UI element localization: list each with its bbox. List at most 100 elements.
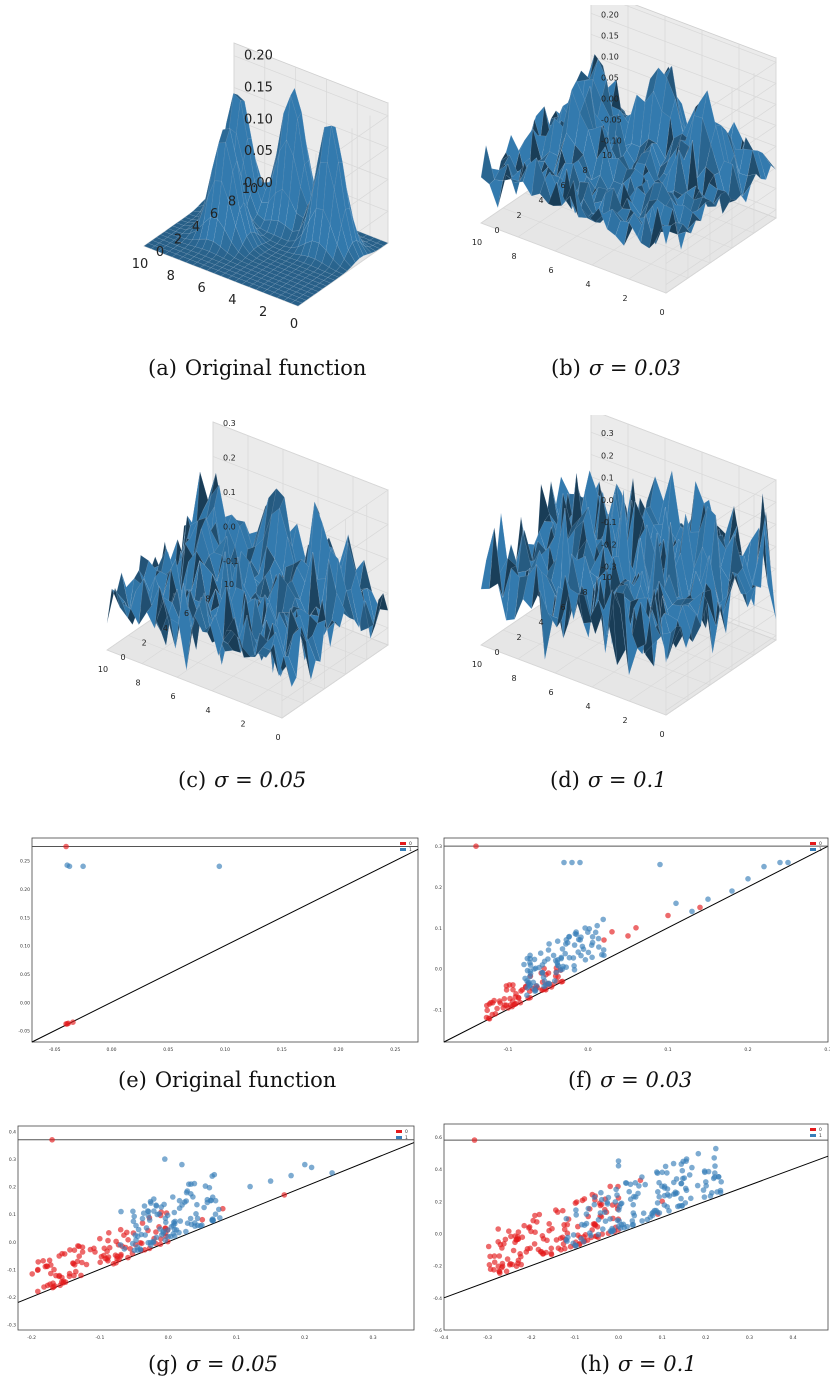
y-tick-label: -0.6: [433, 1328, 442, 1334]
point-series-1: [761, 863, 767, 870]
y-tick-label: -0.3: [7, 1322, 16, 1328]
point-series-1: [615, 1163, 622, 1169]
surface-facet: [344, 249, 356, 268]
point-series-1: [703, 1179, 709, 1185]
x-tick-label: 6: [548, 688, 553, 697]
point-series-0: [66, 1273, 73, 1280]
surface-facet: [566, 90, 581, 146]
point-series-1: [163, 1219, 169, 1226]
point-series-1: [577, 937, 583, 943]
point-series-1: [615, 1158, 622, 1164]
y-tick-label: -0.1: [433, 1007, 442, 1013]
legend-label-1: 1: [409, 847, 412, 853]
point-series-1: [689, 908, 695, 915]
surface-facet: [581, 208, 596, 223]
point-series-1: [616, 1218, 622, 1224]
surface-facet: [290, 300, 303, 307]
point-series-1: [135, 1233, 141, 1240]
z-tick-label: 0.0: [601, 496, 614, 505]
surface-facet: [276, 294, 289, 301]
surface-facet: [164, 251, 177, 258]
point-series-1: [194, 1222, 201, 1229]
surface-facet: [306, 265, 319, 273]
point-series-0: [607, 1183, 613, 1190]
surface-facet: [214, 142, 226, 182]
z-tick-label: 0.05: [601, 73, 619, 82]
point-series-1: [188, 1181, 194, 1187]
surface-facet: [636, 150, 651, 165]
surface-facet: [205, 517, 219, 553]
y-tick-label: 0: [156, 245, 164, 260]
surface-facet: [632, 601, 646, 649]
point-series-0: [598, 1201, 605, 1208]
point-series-1: [589, 934, 596, 940]
point-series-1: [521, 961, 527, 968]
x-tick-label: 4: [228, 293, 236, 308]
point-series-1: [785, 859, 791, 866]
surface-facet: [273, 644, 287, 677]
point-series-1: [179, 1161, 185, 1168]
surface-facet: [316, 162, 328, 210]
x-tick-label: -0.1: [96, 1335, 105, 1341]
point-series-1: [656, 1194, 662, 1200]
surface-plot-b: 0 2 4 6 8 10 0 2 4 6 8 10 -0.10 -0.05 0.00 0.05 0.10 0.15…: [472, 5, 777, 317]
point-series-1: [80, 863, 86, 870]
point-series-0: [117, 1226, 124, 1233]
surface-facet: [269, 292, 282, 298]
x-tick-label: 0.1: [664, 1047, 671, 1053]
point-series-1: [527, 960, 533, 966]
surface-facet: [298, 294, 311, 301]
surface-facet: [294, 297, 307, 304]
surface-facet: [319, 280, 332, 287]
y-tick-label: 0.2: [9, 1185, 16, 1191]
surface-facet: [323, 277, 336, 284]
point-series-1: [143, 1225, 150, 1231]
point-series-1: [183, 1198, 189, 1204]
surface-facet: [288, 559, 302, 586]
surface-facet: [202, 614, 216, 633]
surface-facet: [143, 242, 156, 249]
x-tick-label: 0.0: [615, 1335, 622, 1341]
point-series-1: [642, 1181, 648, 1188]
x-tick-label: 8: [511, 252, 516, 261]
point-series-1: [570, 1232, 577, 1238]
surface-facet: [189, 216, 201, 235]
point-series-0: [544, 1237, 550, 1244]
z-tick-label: 0.4: [601, 415, 614, 416]
surface-facet: [362, 234, 375, 241]
point-series-1: [161, 1201, 167, 1208]
surface-facet: [307, 288, 319, 295]
point-series-0: [48, 1262, 54, 1268]
point-series-1: [558, 955, 564, 962]
point-series-1: [682, 1185, 689, 1192]
point-series-0: [49, 1284, 56, 1291]
surface-facet: [606, 518, 621, 567]
point-series-0: [548, 1251, 555, 1258]
point-series-0: [548, 1245, 555, 1252]
legend-swatch-0: [400, 842, 406, 845]
point-series-1: [580, 946, 587, 952]
point-series-0: [56, 1273, 62, 1280]
point-series-1: [130, 1218, 137, 1225]
point-series-1: [561, 859, 567, 866]
surface-facet: [598, 589, 613, 636]
diagonal-line: [31, 848, 419, 1043]
point-series-1: [594, 922, 600, 929]
point-series-1: [656, 1179, 662, 1186]
point-series-0: [665, 912, 671, 919]
point-series-1: [527, 955, 533, 962]
surface-facet: [201, 517, 215, 556]
point-series-1: [550, 952, 557, 959]
z-tick-label: 0.1: [223, 488, 236, 497]
point-series-0: [560, 1207, 566, 1214]
point-series-0: [487, 1266, 494, 1272]
point-series-1: [670, 1160, 677, 1167]
surface-facet: [231, 514, 245, 527]
surface-facet: [171, 253, 184, 260]
surface-facet: [663, 147, 678, 180]
point-series-0: [502, 1236, 509, 1243]
z-tick-label: 0.20: [601, 10, 619, 19]
point-series-1: [583, 1211, 590, 1217]
y-tick-label: 8: [228, 195, 236, 210]
point-series-1: [533, 983, 540, 989]
